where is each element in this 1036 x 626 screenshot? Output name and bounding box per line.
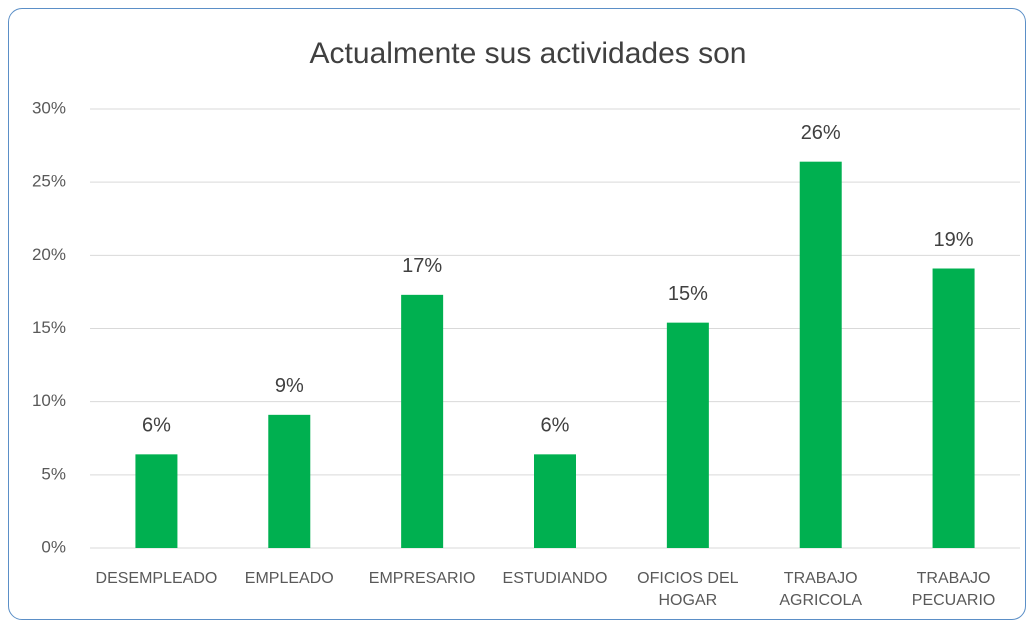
data-label: 15%: [668, 283, 708, 305]
x-tick-label: TRABAJO PECUARIO: [911, 570, 996, 609]
y-tick-label: 20%: [32, 245, 66, 264]
bar: [135, 454, 178, 548]
data-label: 19%: [934, 229, 974, 251]
data-label: 6%: [541, 415, 570, 437]
chart-title: Actualmente sus actividades son: [310, 37, 747, 70]
bar: [932, 268, 975, 548]
data-label: 6%: [142, 415, 171, 437]
x-tick-label: DESEMPLEADO: [95, 570, 218, 587]
y-tick-label: 30%: [32, 98, 66, 117]
chart-frame: [8, 8, 1026, 620]
bar: [534, 454, 576, 548]
data-label: 17%: [402, 255, 442, 277]
x-tick-label: ESTUDIANDO: [502, 570, 608, 587]
x-tick-label: TRABAJO AGRICOLA: [779, 570, 863, 609]
y-tick-label: 15%: [32, 318, 66, 337]
x-tick-label: OFICIOS DEL HOGAR: [637, 570, 739, 609]
bar: [268, 414, 311, 548]
bar: [401, 294, 444, 548]
x-tick-label: EMPLEADO: [244, 570, 334, 587]
y-tick-label: 0%: [41, 537, 66, 556]
data-label: 26%: [801, 122, 841, 144]
x-tick-label: EMPRESARIO: [368, 570, 476, 587]
y-tick-label: 10%: [32, 391, 66, 410]
y-tick-label: 5%: [41, 464, 66, 483]
y-tick-label: 25%: [32, 172, 66, 191]
data-label: 9%: [275, 375, 304, 397]
bar: [799, 161, 842, 548]
bar: [666, 322, 709, 548]
